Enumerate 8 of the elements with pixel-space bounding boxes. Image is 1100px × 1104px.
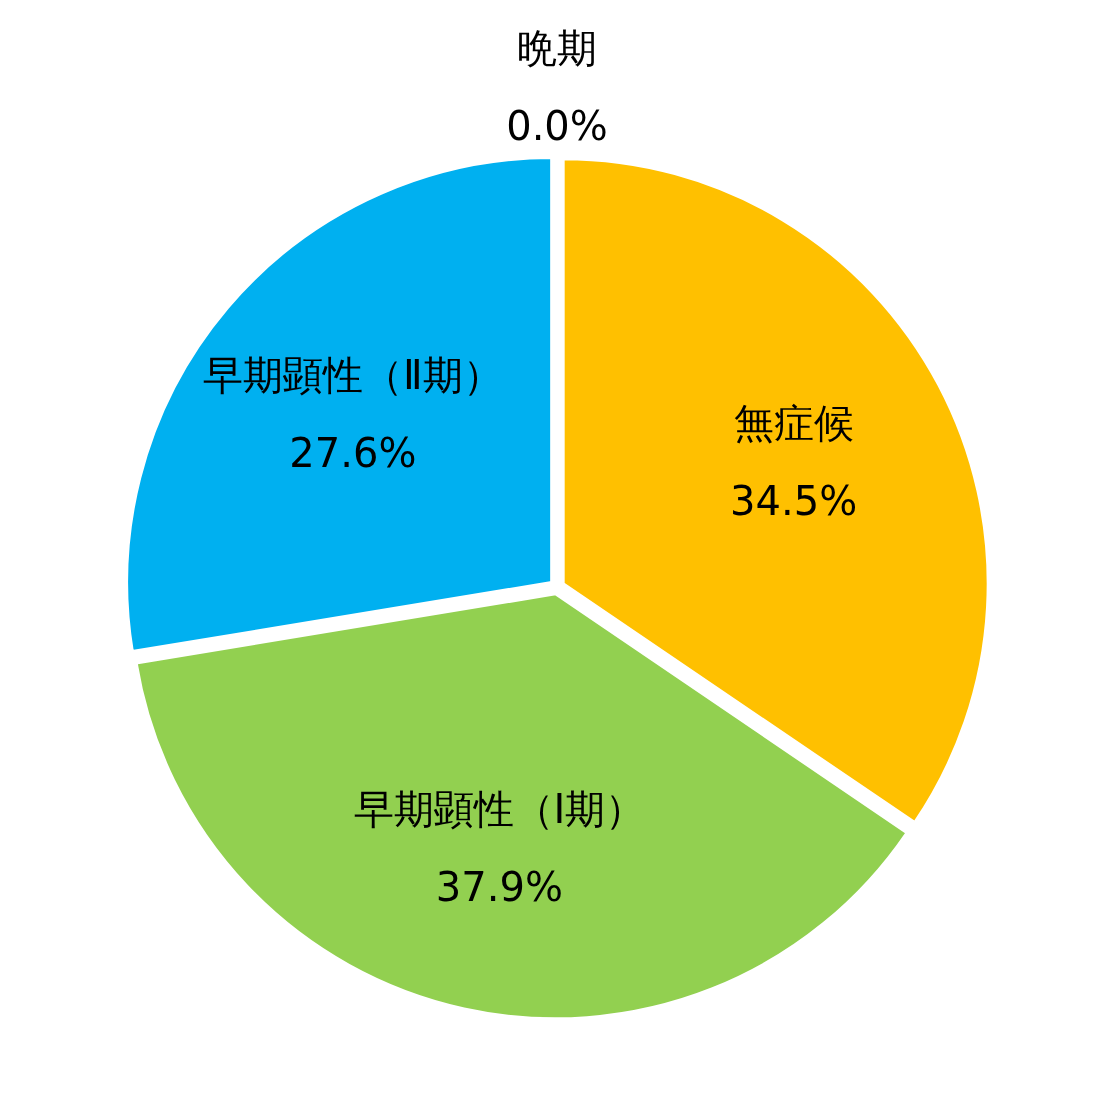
slice-label: 早期顕性（Ⅱ期） [203,351,503,398]
slice-label: 無症候 [733,399,854,446]
text: 0.0% [506,103,608,149]
data-label: 34.5% [730,477,858,524]
category-label: 晩期 [517,25,597,71]
data-label: 37.9% [435,864,563,911]
data-label: 27.6% [289,429,417,476]
slice-label: 早期顕性（Ⅰ期） [353,786,646,833]
